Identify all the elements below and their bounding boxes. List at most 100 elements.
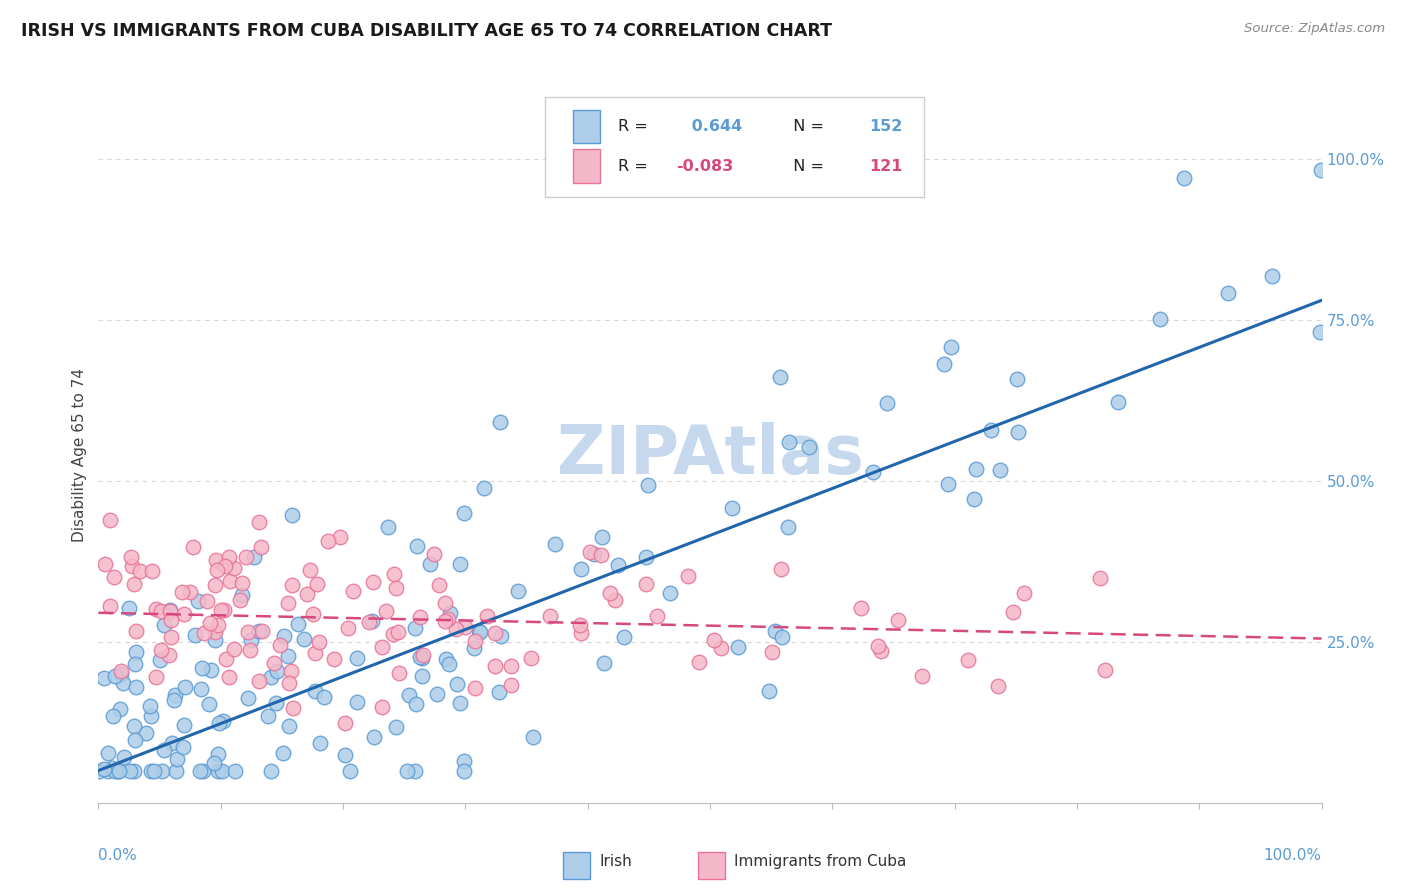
Point <box>634 550 657 565</box>
Point <box>218 669 240 683</box>
Point <box>195 594 218 608</box>
Point <box>211 714 233 728</box>
Point <box>377 520 399 534</box>
Point <box>277 596 299 610</box>
Point <box>160 630 183 644</box>
Point <box>166 751 188 765</box>
Text: ZIPAtlas: ZIPAtlas <box>557 422 863 488</box>
Point <box>124 657 146 671</box>
Point <box>153 743 176 757</box>
Point <box>1094 663 1116 677</box>
Point <box>207 617 229 632</box>
Point <box>247 515 270 529</box>
Point <box>145 670 167 684</box>
Point <box>323 651 346 665</box>
Point <box>501 659 523 673</box>
Point <box>198 697 221 711</box>
Point <box>411 651 433 665</box>
Point <box>305 577 328 591</box>
Point <box>569 618 592 632</box>
Point <box>139 698 162 713</box>
Point <box>406 539 429 553</box>
Point <box>87 764 110 778</box>
Point <box>316 533 339 548</box>
Point <box>464 633 486 648</box>
Point <box>110 664 132 678</box>
Point <box>204 553 226 567</box>
Point <box>439 657 461 671</box>
Text: 0.644: 0.644 <box>686 119 742 134</box>
Point <box>184 628 207 642</box>
Point <box>936 477 959 491</box>
Point <box>124 764 146 778</box>
Point <box>152 618 174 632</box>
Point <box>1218 285 1240 300</box>
Point <box>280 577 302 591</box>
Point <box>768 369 790 384</box>
Point <box>419 557 441 571</box>
Text: Immigrants from Cuba: Immigrants from Cuba <box>734 855 907 870</box>
Point <box>112 749 135 764</box>
Point <box>157 648 180 662</box>
Point <box>278 675 301 690</box>
Bar <box>564 852 591 880</box>
Bar <box>697 852 724 880</box>
Point <box>207 764 229 778</box>
Point <box>108 764 131 778</box>
Point <box>236 625 259 640</box>
Point <box>97 746 120 760</box>
Point <box>932 357 955 371</box>
Point <box>107 764 129 778</box>
Point <box>179 584 201 599</box>
Point <box>218 549 240 564</box>
Point <box>453 764 475 778</box>
Point <box>464 681 486 695</box>
Point <box>603 593 626 607</box>
Point <box>520 650 543 665</box>
Point <box>1007 425 1029 440</box>
Text: 100.0%: 100.0% <box>1264 848 1322 863</box>
Point <box>770 562 793 576</box>
Point <box>398 688 420 702</box>
Point <box>141 764 163 778</box>
Point <box>160 613 183 627</box>
Point <box>778 435 800 450</box>
Point <box>231 588 253 602</box>
Text: 121: 121 <box>869 159 903 174</box>
Point <box>193 764 215 778</box>
Text: IRISH VS IMMIGRANTS FROM CUBA DISABILITY AGE 65 TO 74 CORRELATION CHART: IRISH VS IMMIGRANTS FROM CUBA DISABILITY… <box>21 22 832 40</box>
Point <box>190 682 212 697</box>
Point <box>298 563 321 577</box>
Point <box>1107 395 1129 409</box>
Point <box>207 747 229 761</box>
Point <box>145 602 167 616</box>
Point <box>980 423 1002 437</box>
Point <box>408 610 430 624</box>
Point <box>308 635 330 649</box>
Point <box>763 624 786 638</box>
Point <box>472 481 495 495</box>
Point <box>304 646 326 660</box>
Point <box>404 621 426 635</box>
Point <box>449 558 471 572</box>
Point <box>124 719 146 733</box>
Point <box>129 564 152 578</box>
Point <box>434 614 457 628</box>
Point <box>135 726 157 740</box>
Point <box>162 736 184 750</box>
Text: Source: ZipAtlas.com: Source: ZipAtlas.com <box>1244 22 1385 36</box>
Point <box>263 657 285 671</box>
Point <box>778 519 800 533</box>
Point <box>1309 325 1331 339</box>
Point <box>287 617 309 632</box>
Point <box>658 585 681 599</box>
Point <box>589 548 612 562</box>
Point <box>173 718 195 732</box>
Point <box>758 683 780 698</box>
Bar <box>574 150 600 183</box>
Point <box>371 700 394 714</box>
Point <box>304 684 326 698</box>
Point <box>1261 268 1284 283</box>
Point <box>862 465 884 479</box>
Point <box>583 547 606 561</box>
